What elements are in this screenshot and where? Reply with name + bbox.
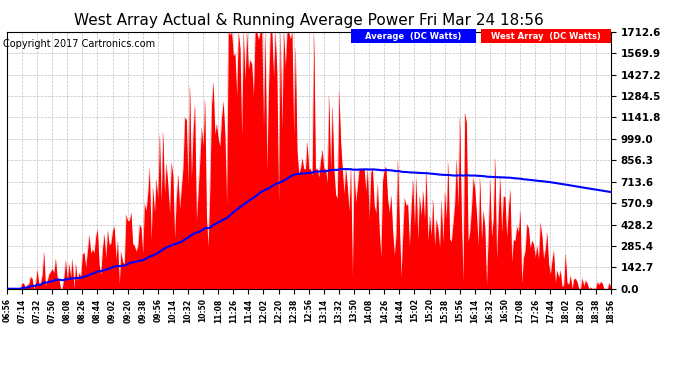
Title: West Array Actual & Running Average Power Fri Mar 24 18:56: West Array Actual & Running Average Powe… [74, 13, 544, 28]
Text: Copyright 2017 Cartronics.com: Copyright 2017 Cartronics.com [3, 39, 155, 50]
